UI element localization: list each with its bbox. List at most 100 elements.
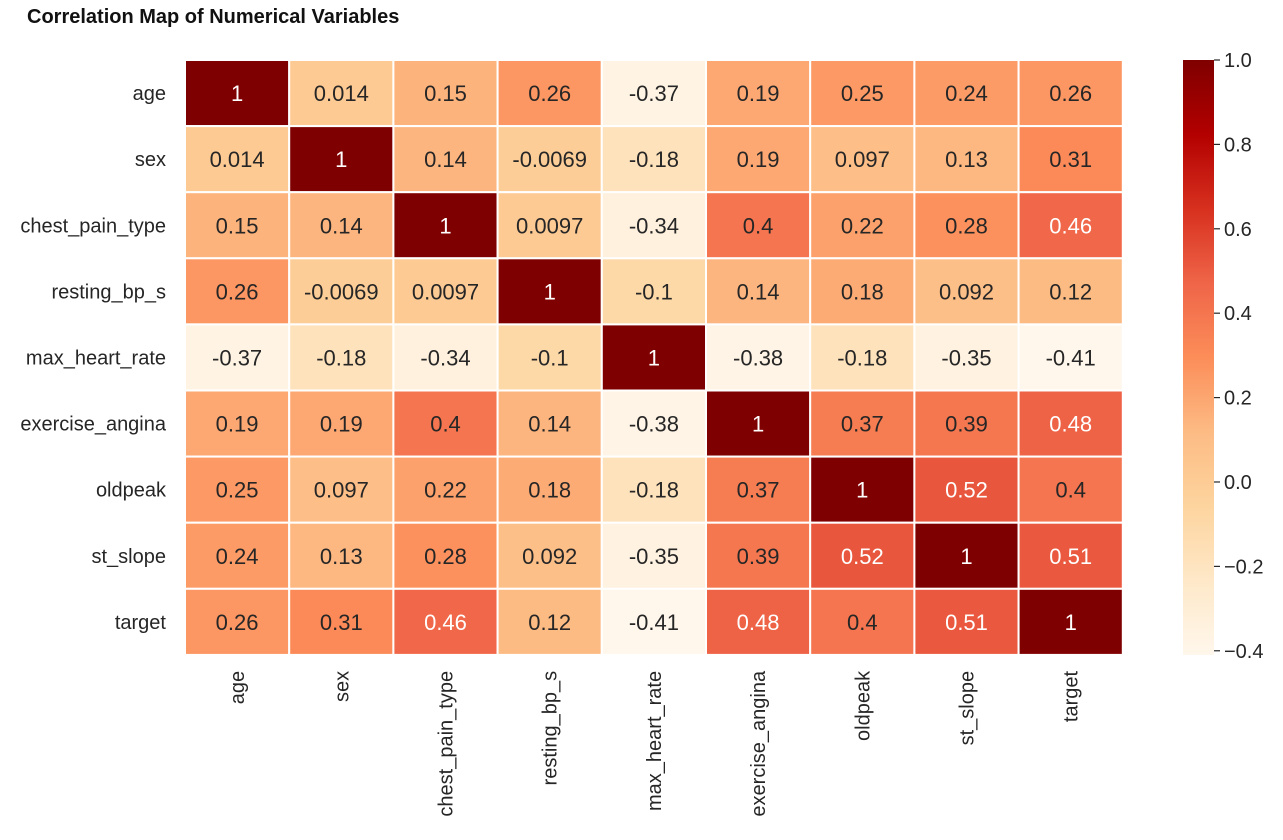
x-tick-label: sex xyxy=(331,671,353,702)
cell-value-label: 0.14 xyxy=(424,147,467,172)
y-tick-label: max_heart_rate xyxy=(26,347,166,369)
cell-value-label: 0.39 xyxy=(737,544,780,569)
heatmap-cell xyxy=(705,125,812,194)
cell-value-label: 0.13 xyxy=(320,544,363,569)
heatmap-cell xyxy=(184,323,291,392)
cell-value-label: 0.39 xyxy=(945,412,988,437)
heatmap-cell xyxy=(809,191,916,260)
colorbar-tick-label: 0.2 xyxy=(1224,388,1252,410)
cell-value-label: -0.35 xyxy=(629,544,679,569)
cell-value-label: 0.26 xyxy=(216,610,259,635)
cell-value-label: 0.092 xyxy=(939,279,994,304)
heatmap-cell xyxy=(184,521,291,590)
cell-value-label: 0.24 xyxy=(216,544,259,569)
colorbar-tick-label: 0.0 xyxy=(1224,472,1252,494)
heatmap-cell xyxy=(705,389,812,458)
heatmap-cell xyxy=(496,455,603,524)
heatmap-cell xyxy=(496,587,603,656)
cell-value-label: 0.19 xyxy=(216,412,259,437)
cell-value-label: -0.18 xyxy=(629,478,679,503)
cell-value-label: -0.38 xyxy=(629,412,679,437)
cell-value-label: 0.46 xyxy=(424,610,467,635)
cell-value-label: -0.37 xyxy=(629,81,679,106)
cell-value-label: 0.0097 xyxy=(516,213,583,238)
cell-value-label: -0.0069 xyxy=(304,279,379,304)
cell-value-label: 0.092 xyxy=(522,544,577,569)
cell-value-label: 0.31 xyxy=(320,610,363,635)
heatmap-cell xyxy=(809,323,916,392)
cell-value-label: 0.19 xyxy=(737,147,780,172)
y-tick-label: st_slope xyxy=(92,546,167,568)
heatmap-cell xyxy=(496,257,603,326)
cell-value-label: 1 xyxy=(1065,610,1077,635)
heatmap-cell xyxy=(1017,257,1124,326)
heatmap-cell xyxy=(809,389,916,458)
cell-value-label: 0.31 xyxy=(1049,147,1092,172)
cell-value-label: 1 xyxy=(752,412,764,437)
x-tick-label: resting_bp_s xyxy=(540,671,562,786)
colorbar xyxy=(1183,60,1214,655)
cell-value-label: -0.41 xyxy=(629,610,679,635)
heatmap-cell xyxy=(184,455,291,524)
cell-value-label: 0.22 xyxy=(424,478,467,503)
heatmap-cell xyxy=(184,191,291,260)
cell-value-label: 0.15 xyxy=(216,213,259,238)
y-tick-label: chest_pain_type xyxy=(20,215,166,237)
cell-value-label: -0.1 xyxy=(531,345,569,370)
cell-value-label: -0.38 xyxy=(733,345,783,370)
heatmap-cell xyxy=(1017,455,1124,524)
x-tick-label: exercise_angina xyxy=(748,670,770,817)
heatmap-cell xyxy=(913,389,1020,458)
heatmap-cell xyxy=(184,587,291,656)
cell-value-label: 0.25 xyxy=(841,81,884,106)
cell-value-label: 0.37 xyxy=(841,412,884,437)
heatmap-cell xyxy=(705,257,812,326)
cell-value-label: 0.4 xyxy=(743,213,774,238)
cell-value-label: 0.4 xyxy=(1055,478,1086,503)
cell-value-label: 1 xyxy=(439,213,451,238)
cell-value-label: -0.41 xyxy=(1046,345,1096,370)
cell-value-label: 1 xyxy=(960,544,972,569)
cell-value-label: 0.18 xyxy=(841,279,884,304)
x-tick-label: chest_pain_type xyxy=(436,671,458,817)
cell-value-label: 0.52 xyxy=(945,478,988,503)
cell-value-label: 1 xyxy=(544,279,556,304)
heatmap-cell xyxy=(496,521,603,590)
cell-value-label: 0.26 xyxy=(216,279,259,304)
heatmap-cell xyxy=(705,323,812,392)
cell-value-label: 0.28 xyxy=(945,213,988,238)
cell-value-label: -0.34 xyxy=(629,213,679,238)
cell-value-label: 0.19 xyxy=(737,81,780,106)
x-tick-label: max_heart_rate xyxy=(644,671,666,811)
cell-value-label: 0.0097 xyxy=(412,279,479,304)
cell-value-label: -0.35 xyxy=(941,345,991,370)
cell-value-label: -0.37 xyxy=(212,345,262,370)
heatmap-cell xyxy=(184,257,291,326)
colorbar-tick-label: −0.2 xyxy=(1224,556,1263,578)
cell-value-label: 0.4 xyxy=(847,610,878,635)
heatmap-cell xyxy=(809,59,916,128)
cell-value-label: -0.18 xyxy=(837,345,887,370)
colorbar-tick-label: 1.0 xyxy=(1224,50,1252,72)
cell-value-label: 0.15 xyxy=(424,81,467,106)
heatmap-cell xyxy=(496,125,603,194)
cell-value-label: 0.37 xyxy=(737,478,780,503)
cell-value-label: 0.22 xyxy=(841,213,884,238)
cell-value-label: -0.0069 xyxy=(512,147,587,172)
heatmap-cell xyxy=(705,191,812,260)
cell-value-label: 0.097 xyxy=(314,478,369,503)
heatmap-cell xyxy=(1017,521,1124,590)
heatmap-cell xyxy=(288,587,395,656)
heatmap-cell xyxy=(600,125,707,194)
y-tick-label: target xyxy=(115,612,167,634)
cell-value-label: 0.13 xyxy=(945,147,988,172)
heatmap-cell xyxy=(288,455,395,524)
heatmap-cell xyxy=(392,587,499,656)
x-tick-label: oldpeak xyxy=(852,670,874,741)
colorbar-tick-label: −0.4 xyxy=(1224,641,1263,663)
cell-value-label: 0.48 xyxy=(737,610,780,635)
y-tick-label: sex xyxy=(135,149,166,171)
colorbar-tick-label: 0.8 xyxy=(1224,134,1252,156)
y-tick-label: resting_bp_s xyxy=(51,281,166,303)
